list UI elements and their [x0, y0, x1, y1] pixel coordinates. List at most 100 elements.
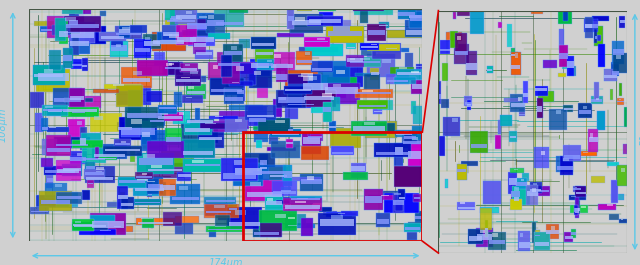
- Bar: [453, 12, 456, 19]
- Bar: [596, 98, 600, 100]
- Bar: [236, 66, 243, 71]
- Bar: [111, 37, 123, 47]
- Bar: [332, 152, 353, 154]
- Bar: [337, 213, 346, 214]
- Bar: [188, 14, 216, 25]
- Bar: [591, 176, 605, 183]
- Bar: [189, 37, 214, 42]
- Bar: [408, 151, 422, 159]
- Bar: [397, 9, 416, 20]
- Bar: [170, 18, 178, 21]
- Bar: [56, 192, 82, 204]
- Bar: [118, 195, 127, 199]
- Bar: [455, 51, 468, 55]
- Bar: [143, 154, 155, 158]
- Bar: [394, 166, 422, 187]
- Bar: [252, 63, 269, 68]
- Bar: [355, 73, 376, 76]
- Bar: [70, 20, 78, 25]
- Bar: [412, 81, 422, 94]
- Bar: [492, 233, 498, 237]
- Bar: [121, 128, 155, 135]
- Bar: [355, 89, 393, 98]
- Bar: [259, 210, 296, 231]
- Bar: [215, 116, 223, 117]
- Bar: [318, 9, 336, 11]
- Bar: [179, 112, 184, 114]
- Bar: [56, 192, 78, 207]
- Bar: [396, 69, 422, 80]
- Bar: [103, 146, 141, 156]
- Bar: [360, 45, 376, 56]
- Bar: [164, 61, 182, 72]
- Bar: [469, 236, 483, 241]
- Bar: [227, 206, 262, 229]
- Bar: [289, 94, 323, 107]
- Bar: [187, 91, 205, 94]
- Bar: [38, 73, 68, 81]
- Bar: [179, 186, 188, 190]
- Bar: [570, 66, 576, 76]
- Bar: [298, 198, 308, 199]
- Bar: [120, 192, 125, 202]
- Bar: [333, 67, 363, 87]
- Bar: [454, 44, 468, 64]
- Bar: [70, 96, 101, 108]
- Bar: [54, 137, 90, 148]
- Bar: [56, 144, 88, 146]
- Bar: [39, 191, 72, 211]
- Bar: [43, 109, 67, 111]
- Bar: [207, 228, 243, 230]
- Bar: [166, 18, 196, 25]
- Bar: [357, 100, 388, 108]
- Bar: [90, 215, 115, 220]
- Bar: [47, 148, 70, 152]
- Bar: [580, 206, 586, 208]
- Bar: [161, 151, 194, 167]
- Bar: [236, 210, 246, 215]
- Bar: [518, 97, 522, 101]
- Bar: [234, 160, 245, 165]
- Bar: [532, 188, 536, 192]
- Bar: [271, 141, 300, 158]
- Bar: [373, 103, 382, 114]
- Bar: [311, 91, 328, 113]
- Bar: [58, 196, 81, 200]
- Bar: [237, 90, 244, 94]
- Bar: [174, 92, 182, 107]
- Bar: [44, 69, 54, 73]
- Bar: [257, 59, 274, 69]
- Bar: [186, 119, 214, 128]
- Bar: [100, 37, 124, 39]
- Bar: [604, 69, 618, 81]
- Bar: [399, 68, 406, 69]
- Bar: [276, 200, 314, 204]
- Bar: [284, 86, 312, 94]
- Bar: [591, 96, 602, 104]
- Bar: [258, 118, 290, 134]
- Bar: [305, 52, 310, 55]
- Bar: [214, 9, 244, 27]
- Bar: [248, 106, 268, 126]
- Bar: [79, 229, 116, 235]
- Bar: [268, 147, 296, 152]
- Bar: [551, 226, 555, 229]
- Bar: [86, 166, 95, 169]
- Bar: [621, 219, 623, 220]
- Bar: [186, 11, 192, 14]
- Bar: [511, 52, 521, 75]
- Bar: [364, 122, 375, 125]
- Bar: [209, 227, 216, 237]
- Bar: [224, 51, 241, 55]
- Bar: [564, 108, 573, 109]
- Bar: [281, 187, 291, 193]
- Bar: [438, 81, 441, 104]
- Bar: [163, 212, 182, 226]
- Bar: [248, 118, 266, 122]
- Bar: [392, 193, 404, 213]
- Bar: [565, 236, 573, 238]
- Bar: [136, 60, 168, 76]
- Bar: [302, 133, 321, 154]
- Bar: [116, 85, 143, 107]
- Bar: [104, 84, 141, 91]
